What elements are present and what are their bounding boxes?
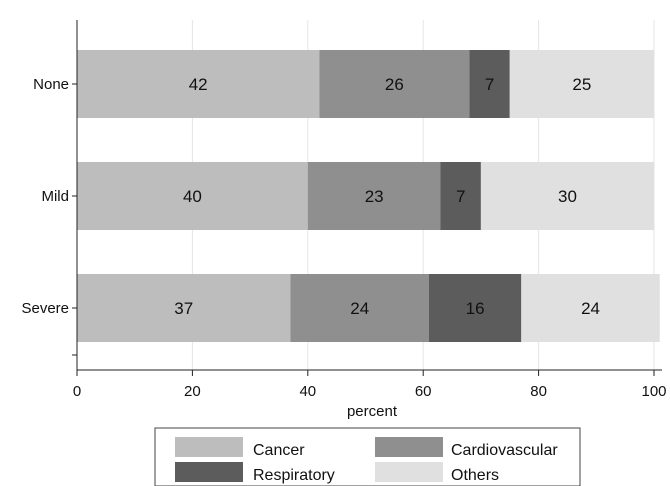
legend-label: Cardiovascular [451, 442, 558, 459]
legend-label: Respiratory [253, 467, 335, 484]
data-label: 37 [174, 299, 193, 318]
bar-segment [480, 162, 654, 230]
bar-segment [77, 50, 320, 118]
data-label: 25 [572, 75, 591, 94]
x-tick-label: 60 [415, 383, 432, 400]
data-label: 42 [189, 75, 208, 94]
bars: 42 26 7 25 40 23 7 30 37 24 16 24 [77, 50, 660, 342]
legend-swatch [175, 462, 243, 482]
data-label: 30 [558, 187, 577, 206]
bar-segment [77, 162, 308, 230]
bar-segment [469, 50, 510, 118]
x-tick-label: 0 [73, 383, 81, 400]
legend-swatch [375, 462, 443, 482]
legend: Cancer Cardiovascular Respiratory Others [154, 427, 581, 486]
data-label: 23 [365, 187, 384, 206]
axes: 0 20 40 60 80 100 None Mild Severe [21, 20, 667, 400]
data-label: 24 [350, 299, 369, 318]
data-label: 24 [581, 299, 600, 318]
bar-segment [319, 50, 470, 118]
legend-label: Others [451, 467, 499, 484]
bar-segment [307, 162, 441, 230]
bar-segment [509, 50, 654, 118]
legend-label: Cancer [253, 442, 305, 459]
data-label: 16 [466, 299, 485, 318]
x-tick-label: 80 [530, 383, 547, 400]
bar-segment [521, 274, 660, 342]
x-axis-title: percent [347, 403, 398, 420]
bar-segment [77, 274, 291, 342]
legend-swatch [375, 437, 443, 457]
x-tick-label: 20 [184, 383, 201, 400]
bar-segment [428, 274, 522, 342]
data-label: 7 [456, 187, 465, 206]
x-tick-label: 100 [641, 383, 666, 400]
bar-segment [440, 162, 481, 230]
category-label: Mild [41, 188, 69, 205]
category-label: None [33, 76, 69, 93]
category-label: Severe [21, 300, 69, 317]
x-tick-label: 40 [299, 383, 316, 400]
data-label: 7 [485, 75, 494, 94]
data-label: 26 [385, 75, 404, 94]
bar-segment [290, 274, 429, 342]
data-label: 40 [183, 187, 202, 206]
legend-swatch [175, 437, 243, 457]
